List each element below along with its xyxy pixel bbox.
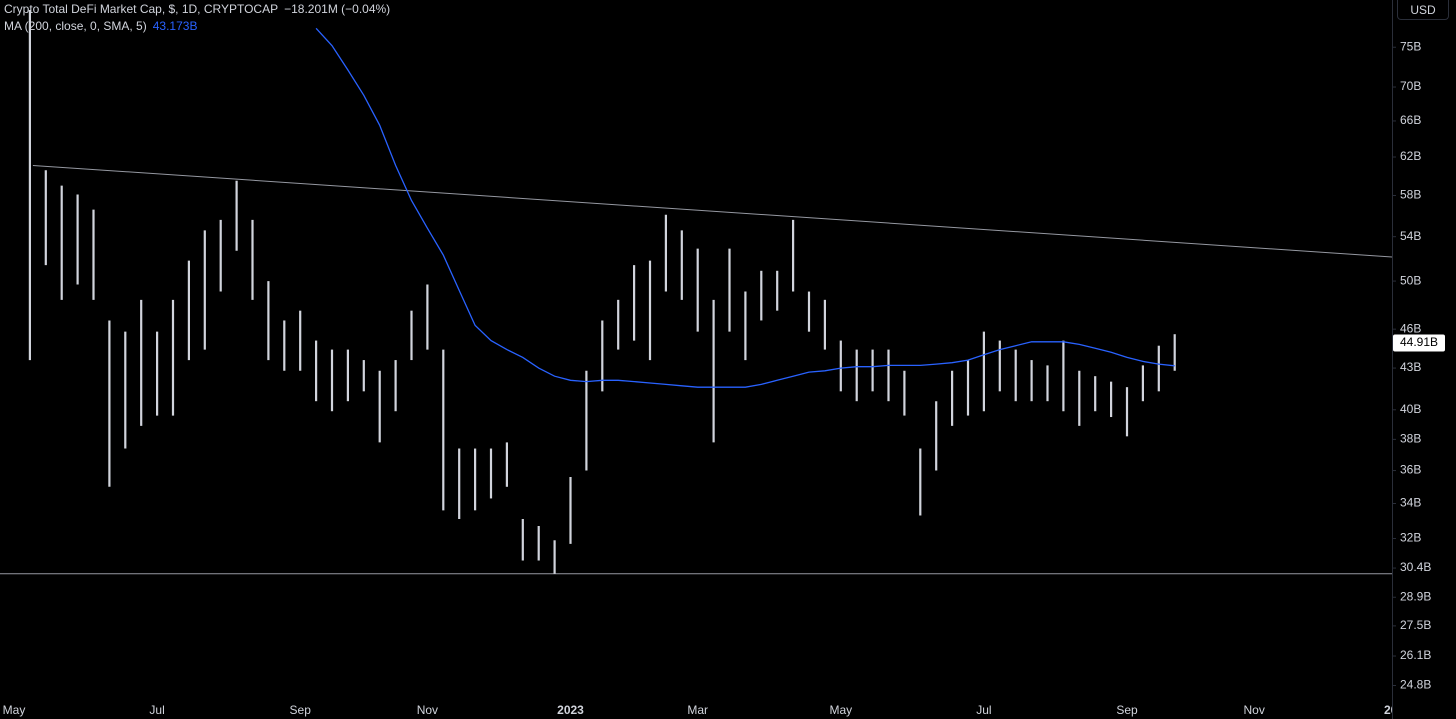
y-tick-label: 30.4B — [1400, 560, 1431, 574]
legend-row: Crypto Total DeFi Market Cap, $, 1D, CRY… — [4, 1, 390, 18]
moving-average-line — [315, 27, 1175, 388]
y-tick-label: 40B — [1400, 402, 1421, 416]
resistance-line — [32, 164, 1392, 258]
last-price-tag — [1393, 334, 1445, 352]
price-axis-panel — [1392, 0, 1456, 719]
indicator-name: MA (200, close, 0, SMA, 5) — [4, 19, 147, 33]
x-tick-label: Nov — [417, 703, 438, 717]
x-tick-label: Sep — [1116, 703, 1138, 717]
y-tick-label: 43B — [1400, 360, 1421, 374]
y-tick-label: 62B — [1400, 149, 1421, 163]
y-tick-label: 66B — [1400, 113, 1421, 127]
y-tick-label: 27.5B — [1400, 618, 1431, 632]
y-tick-label: 38B — [1400, 432, 1421, 446]
x-tick-label: 2023 — [557, 703, 584, 717]
legend: Crypto Total DeFi Market Cap, $, 1D, CRY… — [4, 1, 390, 35]
symbol-name: Crypto Total DeFi Market Cap, $, 1D, CRY… — [4, 2, 279, 16]
x-tick-label: May — [3, 703, 26, 717]
y-tick-label: 58B — [1400, 188, 1421, 202]
y-tick-label: 46B — [1400, 321, 1421, 335]
plot-area — [0, 10, 1392, 575]
y-tick-label: 28.9B — [1400, 589, 1431, 603]
price-change: −18.201M (−0.04%) — [284, 2, 391, 16]
x-tick-label: May — [829, 703, 852, 717]
y-tick-label: 32B — [1400, 531, 1421, 545]
x-tick-label: Jul — [976, 703, 991, 717]
y-tick-label: 34B — [1400, 496, 1421, 510]
indicator-value: 43.173B — [152, 19, 198, 33]
x-tick-label: Sep — [290, 703, 312, 717]
x-tick-label: Jul — [149, 703, 164, 717]
y-tick-label: 36B — [1400, 463, 1421, 477]
currency-button[interactable]: USD — [1397, 0, 1449, 20]
y-tick-label: 75B — [1400, 39, 1421, 53]
y-tick-label: 24.8B — [1400, 678, 1431, 692]
last-price-label: 44.91B — [1400, 335, 1438, 349]
legend-row: MA (200, close, 0, SMA, 5) 43.173B — [4, 18, 390, 35]
y-tick-label: 50B — [1400, 273, 1421, 287]
y-tick-label: 26.1B — [1400, 648, 1431, 662]
x-tick-label: Nov — [1244, 703, 1265, 717]
y-tick-label: 70B — [1400, 79, 1421, 93]
y-tick-label: 54B — [1400, 229, 1421, 243]
x-tick-label: Mar — [687, 703, 708, 717]
price-axis: 24.8B 26.1B 27.5B 28.9B 30.4B 32B 34B 36B 38B 40B… — [1392, 0, 1456, 719]
